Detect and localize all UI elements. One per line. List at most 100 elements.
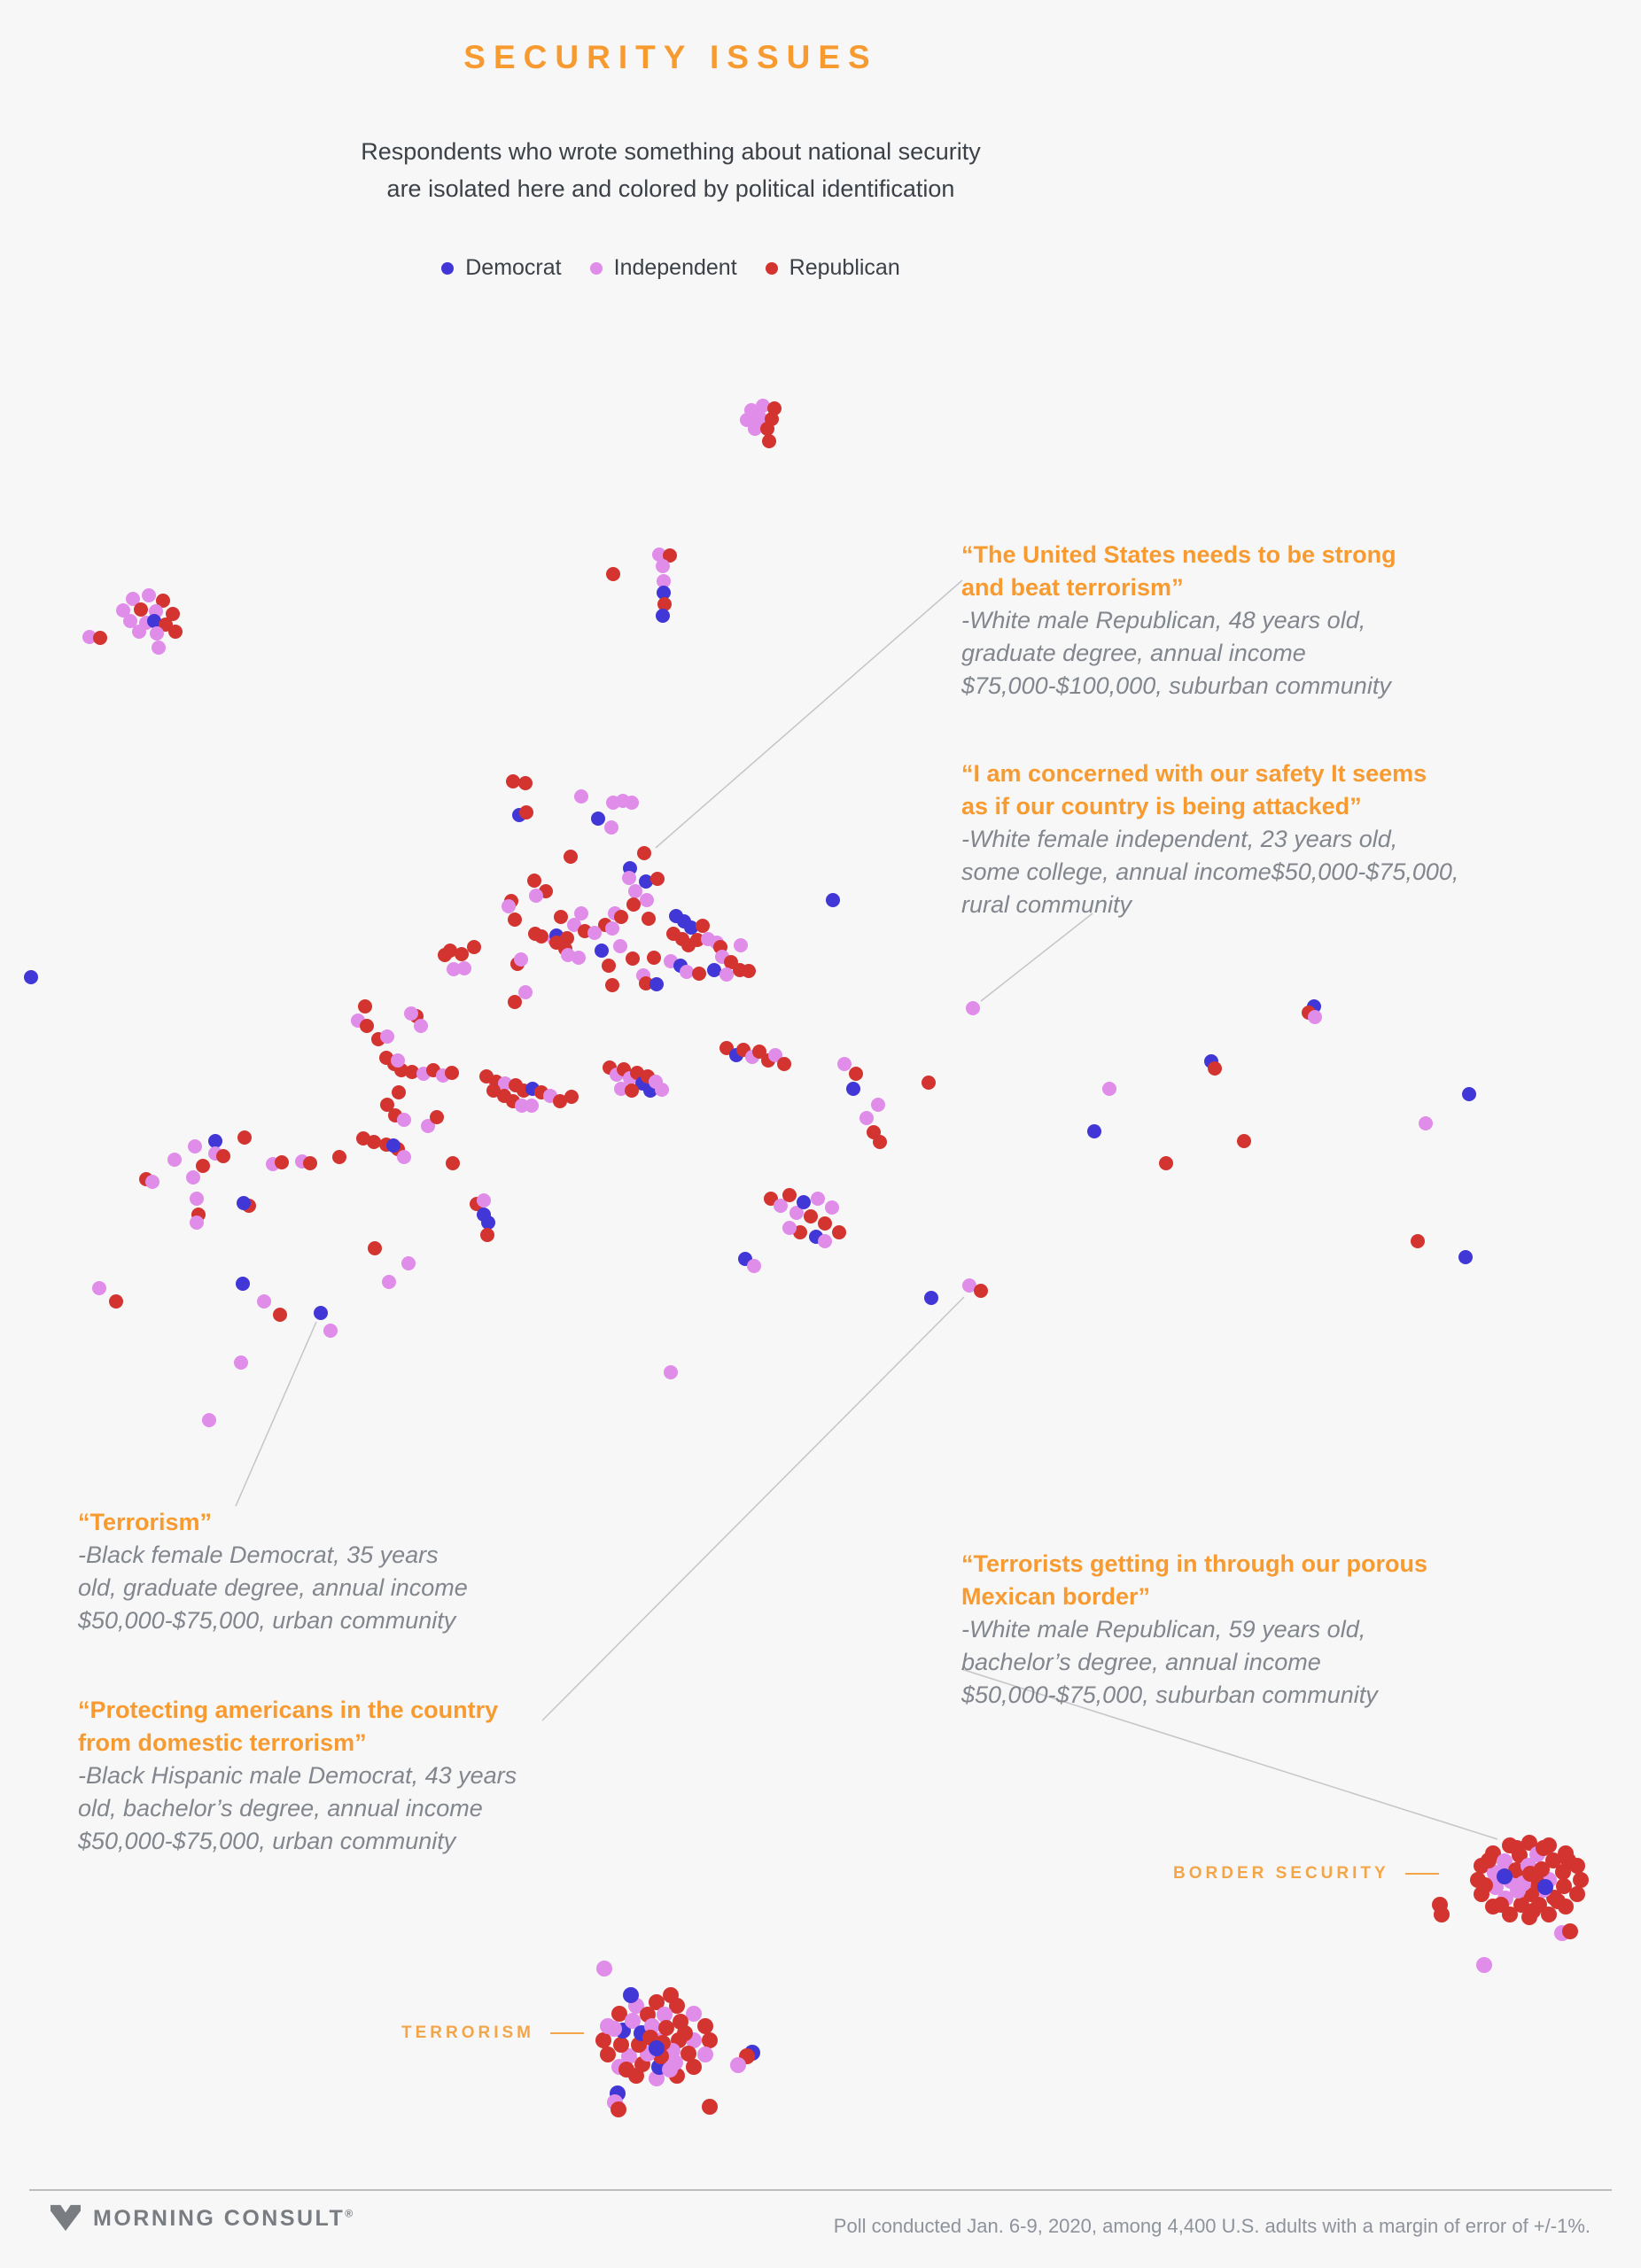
data-point-republican	[777, 1057, 791, 1071]
brand-name: MORNING CONSULT®	[93, 2205, 355, 2231]
annotation-quote-line: “Terrorists getting in through our porou…	[961, 1550, 1427, 1577]
legend-label: Independent	[613, 255, 737, 280]
data-point-republican	[508, 913, 522, 927]
data-point-republican	[303, 1156, 317, 1170]
annotation-concerned-safety: “I am concerned with our safety It seems…	[961, 757, 1528, 921]
data-point-republican	[405, 1065, 419, 1079]
data-point-independent	[622, 871, 636, 885]
data-point-republican	[649, 1994, 665, 2010]
data-point-independent	[656, 559, 670, 573]
data-point-independent	[116, 603, 130, 617]
data-point-republican	[1541, 1907, 1557, 1922]
data-point-republican	[134, 602, 148, 617]
data-point-independent	[662, 2062, 678, 2078]
data-point-republican	[873, 1135, 887, 1149]
data-point-independent	[1308, 1010, 1322, 1024]
data-point-independent	[730, 2057, 746, 2073]
data-point-independent	[574, 906, 588, 920]
data-point-republican	[595, 2032, 611, 2048]
data-point-independent	[574, 789, 588, 804]
data-point-independent	[202, 1413, 216, 1427]
data-point-republican	[166, 607, 180, 621]
data-point-democrat	[237, 1196, 251, 1210]
data-point-republican	[614, 910, 628, 924]
data-point-independent	[640, 893, 654, 907]
data-point-independent	[498, 1076, 512, 1091]
legend-dot-i	[589, 261, 603, 275]
data-point-republican	[1159, 1156, 1173, 1170]
data-point-republican	[600, 2047, 616, 2062]
data-point-independent	[680, 965, 694, 979]
data-point-republican	[1411, 1234, 1425, 1248]
data-point-republican	[719, 1041, 734, 1055]
data-point-republican	[519, 805, 533, 819]
data-point-republican	[159, 617, 173, 632]
data-point-republican	[553, 1094, 567, 1108]
data-point-democrat	[591, 812, 605, 826]
annotation-detail-line: -Black Hispanic male Democrat, 43 years	[78, 1762, 517, 1789]
data-point-republican	[647, 951, 661, 965]
data-point-republican	[663, 548, 677, 563]
data-point-republican	[360, 1019, 374, 1033]
legend-dot-r	[765, 261, 778, 275]
data-point-republican	[639, 976, 653, 990]
cluster-label-terrorism: TERRORISM	[401, 2023, 584, 2043]
annotation-detail-line: -Black female Democrat, 35 years	[78, 1542, 439, 1568]
data-point-republican	[690, 933, 704, 947]
data-point-republican	[752, 1045, 766, 1059]
data-point-independent	[132, 625, 146, 639]
data-point-independent	[697, 2047, 713, 2062]
data-point-republican	[554, 910, 568, 924]
data-point-independent	[397, 1113, 411, 1127]
data-point-republican	[1536, 1840, 1552, 1856]
data-point-republican	[625, 1084, 639, 1098]
data-point-independent	[142, 588, 156, 602]
data-point-republican	[922, 1076, 936, 1090]
data-point-independent	[518, 985, 533, 999]
data-point-independent	[152, 641, 166, 655]
data-point-republican	[486, 1084, 501, 1098]
data-point-independent	[596, 1961, 612, 1977]
data-point-independent	[257, 1294, 271, 1309]
annotation-connector-porous-border	[960, 1668, 1498, 1840]
data-point-independent	[391, 1053, 405, 1068]
data-point-democrat	[481, 1216, 495, 1230]
data-point-independent	[811, 1192, 825, 1206]
data-point-republican	[527, 874, 541, 888]
footer-divider	[29, 2189, 1612, 2191]
annotation-detail-line: -White male Republican, 48 years old,	[961, 607, 1366, 633]
data-point-democrat	[684, 920, 698, 935]
data-point-republican	[1477, 1877, 1493, 1893]
data-point-independent	[502, 899, 516, 913]
data-point-republican	[1208, 1061, 1222, 1076]
annotation-detail-line: -White female independent, 23 years old,	[961, 826, 1398, 852]
data-point-republican	[611, 2101, 626, 2117]
annotation-quote-line: and beat terrorism”	[961, 574, 1184, 601]
data-point-independent	[774, 1199, 788, 1213]
brand-logo: MORNING CONSULT®	[49, 2203, 355, 2233]
data-point-independent	[782, 1221, 797, 1235]
subtitle-line-2: are isolated here and colored by politic…	[386, 175, 955, 202]
data-point-republican	[1434, 1907, 1450, 1922]
data-point-republican	[368, 1241, 382, 1255]
data-point-independent	[628, 884, 642, 898]
annotation-quote-line: from domestic terrorism”	[78, 1729, 367, 1756]
data-point-democrat	[623, 1987, 639, 2003]
data-point-republican	[445, 1066, 459, 1080]
data-point-republican	[275, 1155, 289, 1169]
data-point-independent	[748, 422, 762, 436]
data-point-democrat	[1462, 1087, 1476, 1101]
cluster-label-border-security: BORDER SECURITY	[1173, 1864, 1439, 1884]
data-point-republican	[606, 567, 620, 581]
data-point-republican	[1509, 1840, 1525, 1856]
data-point-independent	[188, 1139, 202, 1153]
data-point-democrat	[657, 586, 671, 600]
data-point-independent	[825, 1200, 839, 1215]
data-point-democrat	[639, 874, 653, 889]
data-point-republican	[793, 1225, 807, 1239]
data-point-republican	[430, 1110, 444, 1124]
data-point-independent	[190, 1192, 204, 1206]
data-point-democrat	[924, 1291, 938, 1305]
annotation-detail-line: $50,000-$75,000, suburban community	[961, 1682, 1378, 1708]
data-point-republican	[764, 1192, 778, 1206]
